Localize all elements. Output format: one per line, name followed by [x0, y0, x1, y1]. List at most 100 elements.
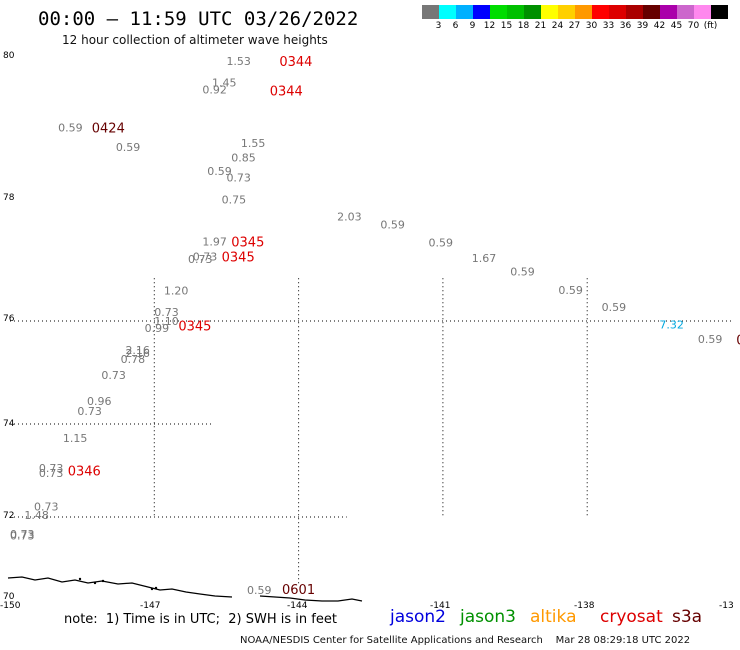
legend-label-33: 33 [602, 21, 615, 31]
legend-swatch-10 [592, 5, 609, 19]
wave-height-label: 0.92 [202, 84, 227, 97]
satellite-cryosat: cryosat [600, 607, 663, 627]
satellite-jason3: jason3 [460, 607, 516, 627]
wave-height-label: 0.59 [207, 165, 232, 178]
wave-height-label: 1.10 [154, 315, 179, 328]
coastline-island [150, 587, 154, 591]
legend-swatch-1 [439, 5, 456, 19]
footer-credit: NOAA/NESDIS Center for Satellite Applica… [240, 635, 691, 646]
legend-swatch-9 [575, 5, 592, 19]
lat-label-72: 72 [3, 511, 15, 521]
legend-swatch-6 [524, 5, 541, 19]
coastline: 0.59 0601 [7, 576, 363, 602]
wave-height-label: 0.73 [101, 369, 126, 382]
time-label: 0345 [222, 250, 255, 265]
wave-height-label: 0.73 [193, 250, 218, 263]
wave-height-label: 0.99 [145, 322, 170, 335]
legend-swatch-15 [677, 5, 694, 19]
time-label: 0345 [178, 320, 211, 335]
lon-label-138: -138 [574, 601, 595, 611]
wave-height-label: 1.20 [164, 285, 189, 298]
legend-swatch-8 [558, 5, 575, 19]
time-label: 0344 [279, 55, 312, 70]
wave-height-label: 0.73 [77, 405, 102, 418]
legend-swatch-16 [694, 5, 711, 19]
wave-height-label: 0.73 [154, 306, 179, 319]
wave-height-points: 1.531.450.920.590.59 1.550.850.590.730.75… [10, 55, 740, 543]
satellite-s3a: s3a [672, 607, 703, 627]
wave-height-label: 0.96 [87, 395, 112, 408]
legend-label-27: 27 [568, 21, 581, 31]
wave-height-label: 0.59 [698, 333, 723, 346]
wave-height-label: 7.32 [659, 319, 684, 332]
wave-height-label: 0.73 [39, 462, 64, 475]
page-subtitle: 12 hour collection of altimeter wave hei… [62, 33, 328, 47]
legend-label-18: 18 [517, 21, 530, 31]
lat-label-80: 80 [3, 51, 15, 61]
page-title: 00:00 – 11:59 UTC 03/26/2022 [38, 8, 359, 30]
lat-label-78: 78 [3, 193, 15, 203]
wave-height-color-legend: 3 6 9 12 15 18 21 24 27 30 33 36 39 42 45 70 (ft) [422, 5, 728, 35]
legend-label-6: 6 [452, 21, 459, 31]
grid-lines [10, 278, 732, 586]
satellite-altika: altika [530, 607, 577, 627]
legend-swatch-4 [490, 5, 507, 19]
legend-swatch-13 [643, 5, 660, 19]
wave-height-label: 0.73 [226, 172, 251, 185]
wave-height-label: 0.78 [121, 353, 146, 366]
wave-height-label: 0.85 [231, 152, 256, 165]
lon-label-147: -147 [140, 601, 161, 611]
legend-label-70: 70 [687, 21, 700, 31]
wave-height-label: 0.73 [10, 528, 35, 541]
lon-label-144: -144 [287, 601, 308, 611]
wave-height-label: 1.97 [202, 236, 227, 249]
wave-height-label: 0.73 [34, 500, 59, 513]
legend-label-15: 15 [500, 21, 513, 31]
time-label: 04 [736, 334, 740, 349]
lat-label-74: 74 [3, 419, 15, 429]
legend-label-30: 30 [585, 21, 598, 31]
wave-height-label: 1.15 [63, 432, 88, 445]
wave-height-label: 2.16 [125, 344, 150, 357]
satellite-jason2: jason2 [390, 607, 446, 627]
time-label: 0346 [68, 465, 101, 480]
lon-label-135: -13 [719, 601, 734, 611]
legend-labels: 3 6 9 12 15 18 21 24 27 30 33 36 39 42 45 70 (ft) [422, 21, 728, 35]
legend-swatches [422, 5, 728, 19]
legend-label-21: 21 [534, 21, 547, 31]
time-label: 0344 [270, 84, 303, 99]
legend-swatch-2 [456, 5, 473, 19]
legend-label-12: 12 [483, 21, 496, 31]
wave-height-label: 1.53 [226, 55, 251, 68]
lat-label-70: 70 [3, 592, 15, 602]
time-label: 0424 [92, 122, 125, 137]
legend-swatch-11 [609, 5, 626, 19]
coastline-island [93, 581, 97, 585]
legend-label-3: 3 [435, 21, 442, 31]
wave-height-label: 0.59 [510, 266, 535, 279]
coastline-path [7, 576, 233, 598]
lon-label-150: -150 [0, 601, 21, 611]
legend-label-9: 9 [469, 21, 476, 31]
wave-height-label: 0.59 [558, 284, 583, 297]
wave-height-label: 0.59 [116, 141, 141, 154]
legend-swatch-0 [422, 5, 439, 19]
wave-height-label: 2.03 [337, 211, 362, 224]
lat-label-76: 76 [3, 314, 15, 324]
wave-height-label: 1.67 [472, 252, 497, 265]
coast-time-label: 0601 [282, 583, 315, 598]
legend-label-36: 36 [619, 21, 632, 31]
legend-swatch-5 [507, 5, 524, 19]
wave-height-label: 0.73 [10, 530, 35, 543]
wave-height-label: 0.73 [188, 253, 213, 266]
wave-height-label: 0.59 [602, 301, 627, 314]
legend-label-39: 39 [636, 21, 649, 31]
legend-label-42: 42 [653, 21, 666, 31]
legend-swatch-7 [541, 5, 558, 19]
legend-label-45: 45 [670, 21, 683, 31]
legend-label-24: 24 [551, 21, 564, 31]
coastline-path-east [259, 595, 363, 602]
lon-label-141: -141 [430, 601, 451, 611]
